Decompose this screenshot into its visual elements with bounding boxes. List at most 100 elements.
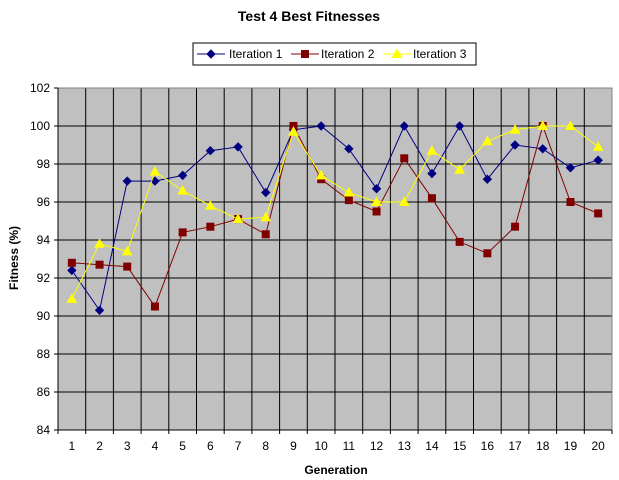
x-tick-labels: 1 2 3 4 5 6 7 8 9 10 11 12 13 14 15 16 17 18 19 20 <box>69 439 606 453</box>
legend-label: Iteration 1 <box>229 47 283 61</box>
series-2 <box>67 122 603 311</box>
series-line <box>71 124 599 312</box>
data-point <box>177 185 189 195</box>
data-point <box>371 183 382 194</box>
data-point <box>398 196 410 206</box>
data-point <box>566 198 575 206</box>
x-tick-label: 8 <box>262 439 269 453</box>
data-point <box>233 142 243 152</box>
series-layer <box>66 120 604 316</box>
chart-title: Test 4 Best Fitnesses <box>238 8 380 24</box>
data-point <box>510 140 520 150</box>
data-point <box>538 144 548 154</box>
series-1 <box>67 121 603 316</box>
data-point <box>67 265 77 276</box>
x-tick-label: 9 <box>290 439 297 453</box>
y-tick-labels: 84 86 88 90 92 94 96 98 100 102 <box>30 81 50 437</box>
data-point <box>149 166 161 176</box>
data-point <box>454 164 466 174</box>
data-point <box>315 169 327 180</box>
x-tick-label: 5 <box>179 439 186 453</box>
x-tick-label: 11 <box>343 439 356 453</box>
data-point <box>400 154 409 163</box>
legend-marker <box>301 50 309 58</box>
x-tick-label: 19 <box>564 439 578 453</box>
data-point <box>481 135 493 146</box>
x-tick-label: 16 <box>481 439 495 453</box>
data-point <box>177 170 188 181</box>
legend-item-1: Iteration 1 <box>197 47 283 61</box>
data-point <box>232 213 244 224</box>
x-tick-label: 12 <box>370 439 384 453</box>
data-point <box>178 228 187 237</box>
x-tick-label: 20 <box>591 439 605 453</box>
x-tick-label: 17 <box>508 439 522 453</box>
series-3 <box>66 120 604 303</box>
data-point <box>204 200 216 210</box>
legend-box <box>192 42 477 66</box>
data-point <box>67 258 76 267</box>
data-point <box>592 141 604 151</box>
data-point <box>344 196 353 205</box>
legend-items: Iteration 1 Iteration 2 Iteration 3 <box>197 47 467 61</box>
axes <box>54 87 613 434</box>
data-point <box>94 238 105 248</box>
y-tick-label: 90 <box>37 309 51 323</box>
data-point <box>565 120 576 130</box>
y-tick-label: 102 <box>30 81 50 95</box>
data-point <box>511 222 520 231</box>
legend-item-2: Iteration 2 <box>291 47 375 61</box>
y-tick-label: 92 <box>37 271 51 285</box>
x-tick-label: 14 <box>425 439 439 453</box>
legend-item-3: Iteration 3 <box>383 47 467 61</box>
y-tick-label: 96 <box>37 195 51 209</box>
y-tick-label: 98 <box>37 157 51 171</box>
y-tick-label: 94 <box>37 233 51 247</box>
data-point <box>427 194 436 203</box>
data-point <box>123 262 132 271</box>
data-point <box>66 293 78 303</box>
x-tick-label: 3 <box>124 439 131 453</box>
legend: Iteration 1 Iteration 2 Iteration 3 <box>192 42 477 66</box>
legend-marker <box>391 48 403 58</box>
x-tick-label: 4 <box>152 439 159 453</box>
y-tick-label: 86 <box>37 385 51 399</box>
data-point <box>121 245 133 256</box>
series-line <box>71 124 599 308</box>
data-point <box>454 121 465 131</box>
data-point <box>288 126 299 136</box>
data-point <box>261 187 271 198</box>
data-point <box>537 120 549 130</box>
data-point <box>371 196 382 206</box>
y-tick-label: 100 <box>30 119 50 133</box>
data-point <box>150 302 159 311</box>
x-tick-label: 13 <box>398 439 412 453</box>
data-point <box>95 260 104 269</box>
legend-marker <box>206 49 216 59</box>
data-point <box>260 211 272 222</box>
data-point <box>344 144 354 154</box>
data-point <box>372 207 381 216</box>
grid-lines <box>58 87 612 431</box>
legend-label: Iteration 3 <box>413 47 467 61</box>
data-point <box>205 145 216 156</box>
data-point <box>316 121 326 131</box>
x-tick-label: 10 <box>314 439 328 453</box>
x-tick-label: 6 <box>207 439 214 453</box>
x-axis-label: Generation <box>304 463 367 477</box>
data-point <box>122 176 132 186</box>
data-point <box>427 168 437 179</box>
y-tick-label: 88 <box>37 347 51 361</box>
data-point <box>483 249 492 258</box>
data-point <box>261 230 270 239</box>
data-point <box>565 163 576 173</box>
x-tick-label: 2 <box>96 439 103 453</box>
data-point <box>206 222 215 231</box>
y-tick-label: 84 <box>37 423 51 437</box>
x-tick-label: 7 <box>235 439 242 453</box>
data-point <box>455 237 464 246</box>
x-tick-label: 1 <box>69 439 76 453</box>
x-tick-label: 15 <box>453 439 467 453</box>
data-point <box>343 186 355 197</box>
